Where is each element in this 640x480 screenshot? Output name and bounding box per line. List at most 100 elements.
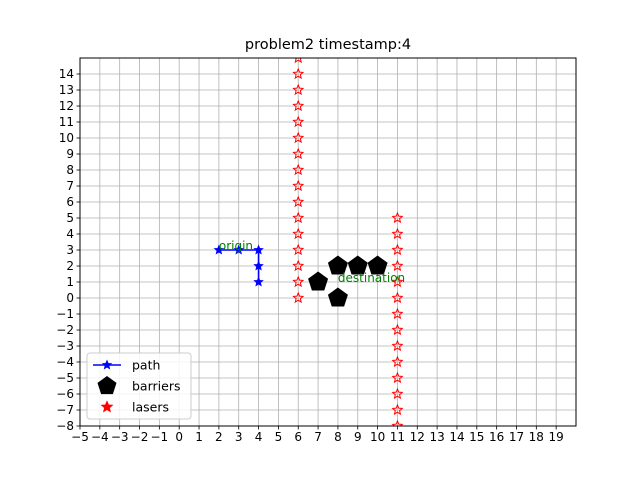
x-tick-label: 13 (429, 430, 444, 444)
legend-label-lasers: lasers (132, 400, 169, 415)
laser-marker (292, 243, 305, 256)
laser-marker (292, 179, 305, 192)
x-tick-label: 3 (235, 430, 243, 444)
annotation-origin: origin (219, 239, 253, 253)
x-tick-label: 10 (370, 430, 385, 444)
laser-marker (391, 323, 404, 336)
path-point (253, 244, 264, 255)
x-tick-label: 14 (449, 430, 464, 444)
x-tick-label: 18 (529, 430, 544, 444)
series-layer (213, 58, 404, 426)
laser-marker (292, 99, 305, 112)
legend-label-barriers: barriers (132, 379, 180, 394)
laser-marker (292, 83, 305, 96)
x-tick-label: 0 (175, 430, 183, 444)
x-tick-label: 2 (215, 430, 223, 444)
path-point (233, 244, 244, 255)
laser-marker (292, 211, 305, 224)
y-tick-label: 12 (59, 99, 74, 113)
laser-marker (292, 195, 305, 208)
barrier-marker (327, 287, 348, 307)
laser-marker (391, 275, 404, 288)
y-tick-label: −6 (56, 387, 74, 401)
laser-marker (391, 307, 404, 320)
path-point (213, 244, 225, 255)
y-tick-label: −3 (56, 339, 74, 353)
y-tick-label: 11 (59, 115, 74, 129)
laser-marker (292, 163, 305, 176)
y-tick-label: −5 (56, 371, 74, 385)
laser-marker (391, 371, 404, 384)
laser-marker (292, 291, 305, 304)
x-tick-label: 16 (489, 430, 504, 444)
laser-marker (292, 147, 305, 160)
annotation-destination: destination (338, 271, 405, 285)
legend-laser-marker (100, 400, 114, 413)
y-tick-label: 10 (59, 131, 74, 145)
legend-box (86, 352, 192, 420)
x-tick-label: 5 (275, 430, 283, 444)
laser-marker (292, 259, 305, 272)
x-tick-label: 11 (390, 430, 405, 444)
y-tick-label: 8 (66, 163, 74, 177)
annotations: origin destination (219, 239, 405, 285)
y-tick-label: 9 (66, 147, 74, 161)
y-tick-label: 5 (66, 211, 74, 225)
laser-marker (292, 115, 305, 128)
y-tick-label: −4 (56, 355, 74, 369)
y-tick-label: 6 (66, 195, 74, 209)
path-point (253, 260, 264, 271)
laser-marker (391, 355, 404, 368)
x-tick-label: −4 (91, 430, 109, 444)
y-tick-label: −8 (56, 419, 74, 433)
y-tick-label: −7 (56, 403, 74, 417)
x-tick-label: −5 (71, 430, 89, 444)
x-tick-label: −2 (131, 430, 149, 444)
legend-label-path: path (132, 358, 160, 373)
y-tick-label: 4 (66, 227, 74, 241)
x-tick-label: 17 (509, 430, 524, 444)
y-tick-label: 0 (66, 291, 74, 305)
laser-marker (292, 67, 305, 80)
x-tick-label: 8 (334, 430, 342, 444)
x-tick-label: 1 (195, 430, 203, 444)
x-tick-label: 6 (294, 430, 302, 444)
x-tick-label: 7 (314, 430, 322, 444)
laser-marker (391, 419, 404, 426)
path-point (253, 276, 264, 287)
laser-marker (292, 275, 305, 288)
legend: path barriers lasers (86, 352, 192, 420)
barrier-marker (347, 255, 368, 275)
laser-marker (391, 387, 404, 400)
y-tick-label: 7 (66, 179, 74, 193)
laser-marker (292, 131, 305, 144)
laser-marker (391, 291, 404, 304)
y-tick-label: 3 (66, 243, 74, 257)
barrier-marker (308, 271, 329, 291)
y-tick-label: −2 (56, 323, 74, 337)
barrier-marker (367, 255, 388, 275)
x-tick-label: 19 (549, 430, 564, 444)
y-tick-label: 1 (66, 275, 74, 289)
laser-marker (391, 243, 404, 256)
y-tick-label: 13 (59, 83, 74, 97)
grid-lines (79, 58, 576, 427)
barrier-marker (327, 255, 348, 275)
laser-marker (391, 211, 404, 224)
laser-marker (391, 403, 404, 416)
y-tick-label: 2 (66, 259, 74, 273)
laser-marker (391, 339, 404, 352)
y-tick-label: 14 (59, 67, 74, 81)
x-tick-label: 4 (255, 430, 263, 444)
chart-title: problem2 timestamp:4 (245, 37, 411, 53)
x-tick-label: −3 (111, 430, 129, 444)
laser-marker (391, 227, 404, 240)
legend-path-marker (101, 359, 113, 370)
x-tick-label: 12 (410, 430, 425, 444)
plot-area-frame (79, 57, 577, 427)
laser-marker (292, 227, 305, 240)
legend-barrier-marker (97, 376, 117, 395)
laser-marker (391, 259, 404, 272)
